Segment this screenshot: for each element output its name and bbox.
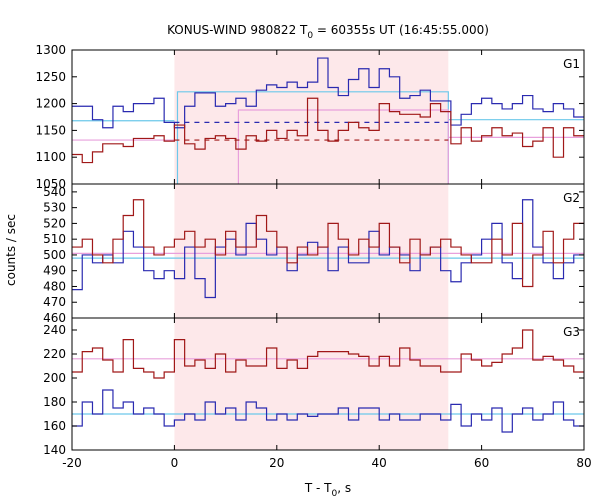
y-tick-label: 1150 bbox=[35, 123, 66, 137]
x-tick-label: 40 bbox=[372, 456, 387, 470]
y-tick-label: 500 bbox=[43, 248, 66, 262]
y-tick-label: 1300 bbox=[35, 43, 66, 57]
y-tick-label: 540 bbox=[43, 185, 66, 199]
y-tick-label: 1200 bbox=[35, 97, 66, 111]
series-blue-histogram bbox=[72, 389, 584, 433]
series-red-histogram bbox=[72, 97, 584, 164]
panel-frame bbox=[71, 317, 585, 451]
series-blue-histogram bbox=[72, 57, 584, 129]
y-axis-label: counts / sec bbox=[4, 214, 18, 286]
y-tick-label: 470 bbox=[43, 295, 66, 309]
x-tick-label: 20 bbox=[269, 456, 284, 470]
y-tick-label: 1100 bbox=[35, 150, 66, 164]
chart-title: KONUS-WIND 980822 T0 = 60355s UT (16:45:… bbox=[167, 23, 489, 41]
y-tick-label: 200 bbox=[43, 371, 66, 385]
x-axis-label: T - T0, s bbox=[304, 481, 351, 499]
y-tick-label: 520 bbox=[43, 216, 66, 230]
y-tick-label: 240 bbox=[43, 323, 66, 337]
y-tick-label: 490 bbox=[43, 264, 66, 278]
series-red-histogram bbox=[72, 329, 584, 379]
y-tick-label: 460 bbox=[43, 311, 66, 325]
y-tick-label: 180 bbox=[43, 395, 66, 409]
x-tick-label: -20 bbox=[62, 456, 82, 470]
y-tick-label: 510 bbox=[43, 232, 66, 246]
y-tick-label: 530 bbox=[43, 201, 66, 215]
series-red-histogram bbox=[72, 199, 584, 288]
panel-g1: 1050 1100 1150 1200 1250 1300 G1 bbox=[35, 43, 585, 191]
y-tick-label: 1250 bbox=[35, 70, 66, 84]
panel-g3: 140 160 180 200 220 240 G3 bbox=[43, 317, 585, 457]
y-tick-label: 1050 bbox=[35, 177, 66, 191]
y-tick-label: 160 bbox=[43, 419, 66, 433]
highlight-interval bbox=[174, 50, 449, 450]
panel-label: G1 bbox=[563, 57, 580, 71]
x-tick-label: 0 bbox=[171, 456, 179, 470]
panel-label: G3 bbox=[563, 325, 580, 339]
y-tick-label: 220 bbox=[43, 347, 66, 361]
summed-interval-box bbox=[237, 109, 449, 184]
panel-label: G2 bbox=[563, 191, 580, 205]
x-tick-label: 80 bbox=[576, 456, 591, 470]
y-tick-label: 140 bbox=[43, 443, 66, 457]
x-tick-label: 60 bbox=[474, 456, 489, 470]
y-tick-label: 480 bbox=[43, 279, 66, 293]
